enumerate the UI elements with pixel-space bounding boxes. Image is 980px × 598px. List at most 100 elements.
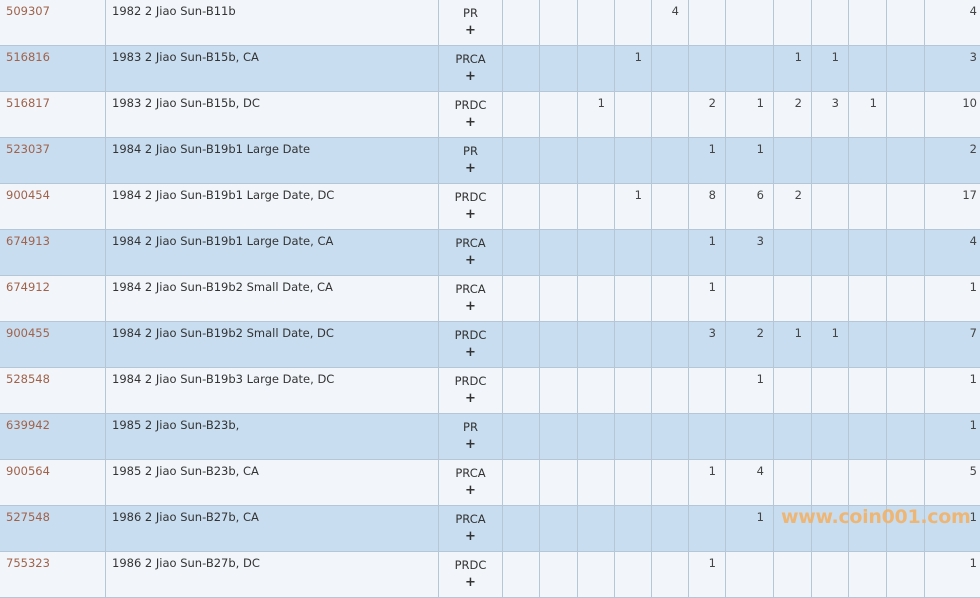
grade-count-cell xyxy=(503,506,540,552)
grade-count-cell xyxy=(689,0,726,46)
grade-count-cell xyxy=(849,184,887,230)
grade-count-cell xyxy=(849,552,887,598)
expand-plus-icon[interactable]: + xyxy=(439,482,502,500)
total-count-cell: 7 xyxy=(925,322,980,368)
cert-id-link[interactable]: 523037 xyxy=(0,138,106,184)
grade-count-cell xyxy=(774,460,812,506)
cert-id-link[interactable]: 527548 xyxy=(0,506,106,552)
grade-count-cell xyxy=(540,0,578,46)
total-count-cell: 3 xyxy=(925,46,980,92)
cert-id-link[interactable]: 674912 xyxy=(0,276,106,322)
coin-description: 1984 2 Jiao Sun-B19b3 Large Date, DC xyxy=(106,368,439,414)
cert-id-link[interactable]: 516817 xyxy=(0,92,106,138)
designation-label: PRDC xyxy=(455,374,487,388)
coin-description: 1984 2 Jiao Sun-B19b2 Small Date, CA xyxy=(106,276,439,322)
expand-plus-icon[interactable]: + xyxy=(439,22,502,40)
grade-count-cell xyxy=(503,184,540,230)
grade-count-cell xyxy=(615,322,652,368)
cert-id-link[interactable]: 509307 xyxy=(0,0,106,46)
grade-count-cell xyxy=(887,0,925,46)
expand-plus-icon[interactable]: + xyxy=(439,114,502,132)
grade-count-cell xyxy=(578,552,615,598)
grade-count-cell xyxy=(689,414,726,460)
grade-count-cell: 3 xyxy=(689,322,726,368)
grade-count-cell xyxy=(774,138,812,184)
grade-count-cell xyxy=(726,46,774,92)
cert-id-link[interactable]: 639942 xyxy=(0,414,106,460)
grade-count-cell xyxy=(887,552,925,598)
grade-count-cell xyxy=(503,230,540,276)
cert-id-link[interactable]: 900564 xyxy=(0,460,106,506)
cert-id-link[interactable]: 900455 xyxy=(0,322,106,368)
grade-count-cell: 1 xyxy=(812,322,849,368)
designation-label: PR xyxy=(463,6,478,20)
coin-description: 1986 2 Jiao Sun-B27b, CA xyxy=(106,506,439,552)
designation-cell: PRCA+ xyxy=(439,460,503,506)
cert-id-link[interactable]: 516816 xyxy=(0,46,106,92)
designation-cell: PRDC + xyxy=(439,368,503,414)
expand-plus-icon[interactable]: + xyxy=(439,206,502,224)
watermark: www.coin001.com xyxy=(781,506,971,528)
expand-plus-icon[interactable]: + xyxy=(439,436,502,454)
grade-count-cell xyxy=(726,0,774,46)
grade-count-cell xyxy=(849,368,887,414)
grade-count-cell xyxy=(615,276,652,322)
expand-plus-icon[interactable]: + xyxy=(439,68,502,86)
grade-count-cell xyxy=(540,552,578,598)
cert-id-link[interactable]: 900454 xyxy=(0,184,106,230)
grade-count-cell xyxy=(849,138,887,184)
grade-count-cell xyxy=(578,414,615,460)
grade-count-cell xyxy=(578,138,615,184)
grade-count-cell: 4 xyxy=(726,460,774,506)
total-count-cell: 1 xyxy=(925,414,980,460)
expand-plus-icon[interactable]: + xyxy=(439,298,502,316)
cert-id-link[interactable]: 674913 xyxy=(0,230,106,276)
grade-count-cell xyxy=(503,414,540,460)
grade-count-cell: 1 xyxy=(726,506,774,552)
expand-plus-icon[interactable]: + xyxy=(439,160,502,178)
designation-label: PRDC xyxy=(455,98,487,112)
grade-count-cell: 1 xyxy=(689,138,726,184)
grade-count-cell: 1 xyxy=(726,92,774,138)
grade-count-cell xyxy=(503,368,540,414)
expand-plus-icon[interactable]: + xyxy=(439,344,502,362)
designation-label: PRDC xyxy=(455,328,487,342)
grade-count-cell xyxy=(812,414,849,460)
grade-count-cell xyxy=(652,92,689,138)
designation-label: PRCA xyxy=(455,512,485,526)
expand-plus-icon[interactable]: + xyxy=(439,390,502,408)
grade-count-cell xyxy=(578,322,615,368)
grade-count-cell xyxy=(540,368,578,414)
expand-plus-icon[interactable]: + xyxy=(439,574,502,592)
cert-id-link[interactable]: 528548 xyxy=(0,368,106,414)
grade-count-cell: 1 xyxy=(774,46,812,92)
grade-count-cell xyxy=(503,276,540,322)
grade-count-cell xyxy=(689,46,726,92)
cert-id-link[interactable]: 755323 xyxy=(0,552,106,598)
grade-count-cell xyxy=(540,414,578,460)
grade-count-cell xyxy=(689,368,726,414)
coin-description: 1984 2 Jiao Sun-B19b1 Large Date, DC xyxy=(106,184,439,230)
grade-count-cell xyxy=(887,460,925,506)
grade-count-cell: 2 xyxy=(726,322,774,368)
expand-plus-icon[interactable]: + xyxy=(439,528,502,546)
grade-count-cell: 1 xyxy=(849,92,887,138)
grade-count-cell: 1 xyxy=(689,552,726,598)
grade-count-cell: 1 xyxy=(726,368,774,414)
grade-count-cell xyxy=(849,414,887,460)
coin-description: 1984 2 Jiao Sun-B19b2 Small Date, DC xyxy=(106,322,439,368)
total-count-cell: 1 xyxy=(925,368,980,414)
designation-cell: PR+ xyxy=(439,414,503,460)
coin-description: 1986 2 Jiao Sun-B27b, DC xyxy=(106,552,439,598)
grade-count-cell xyxy=(540,322,578,368)
expand-plus-icon[interactable]: + xyxy=(439,252,502,270)
grade-count-cell xyxy=(578,506,615,552)
coin-description: 1985 2 Jiao Sun-B23b, xyxy=(106,414,439,460)
grade-count-cell xyxy=(774,276,812,322)
grade-count-cell xyxy=(540,230,578,276)
total-count-cell: 17 xyxy=(925,184,980,230)
total-count-cell: 4 xyxy=(925,0,980,46)
grade-count-cell: 1 xyxy=(689,230,726,276)
